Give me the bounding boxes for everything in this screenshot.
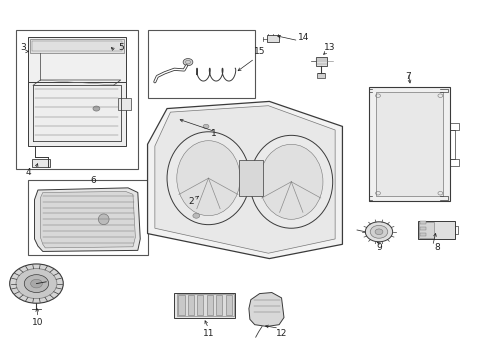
Bar [32,41,122,51]
Circle shape [24,275,49,293]
Circle shape [366,222,392,242]
Bar [178,295,185,315]
Ellipse shape [260,144,323,219]
Text: 15: 15 [254,47,266,56]
Circle shape [370,225,388,238]
Text: 9: 9 [376,243,382,252]
Polygon shape [40,192,135,248]
Text: 13: 13 [323,43,335,52]
Bar [118,98,130,111]
Bar [420,233,426,236]
Circle shape [183,59,193,66]
Text: 3: 3 [21,43,26,52]
Text: 12: 12 [276,329,287,338]
Text: 2: 2 [189,197,194,206]
Circle shape [93,106,100,111]
Bar [30,39,124,53]
Bar [197,295,203,315]
Bar [316,57,327,66]
Circle shape [375,229,383,235]
Bar [207,295,213,315]
Circle shape [203,124,209,129]
Bar [177,294,234,316]
Circle shape [30,279,42,288]
Bar [239,160,263,196]
Bar [16,30,138,169]
Bar [267,35,279,42]
Circle shape [16,269,57,298]
Text: 10: 10 [32,318,44,327]
Circle shape [10,264,63,303]
Bar [28,180,147,255]
Text: 14: 14 [298,33,309,42]
Bar [28,82,125,146]
Polygon shape [34,188,140,251]
Bar [420,227,426,230]
Ellipse shape [177,141,240,216]
Bar [375,93,443,196]
Bar [419,222,434,238]
Bar [225,295,232,315]
Ellipse shape [98,214,109,225]
Text: 8: 8 [435,243,441,252]
Text: 11: 11 [203,329,214,338]
Text: 6: 6 [90,176,96,185]
Bar [28,37,125,87]
Bar [174,293,235,318]
Bar [147,30,255,98]
Polygon shape [249,293,284,327]
Bar [369,87,450,202]
Bar [420,221,426,224]
Text: 5: 5 [118,43,123,52]
Bar [216,295,222,315]
Text: 1: 1 [211,129,216,138]
Circle shape [193,213,200,218]
Text: 4: 4 [25,168,31,177]
Bar [418,221,455,239]
Text: 7: 7 [405,72,411,81]
Ellipse shape [167,132,250,225]
Bar [32,159,50,167]
Bar [188,295,194,315]
Polygon shape [155,106,335,253]
Ellipse shape [250,135,333,228]
Polygon shape [147,102,343,258]
Bar [317,73,325,78]
